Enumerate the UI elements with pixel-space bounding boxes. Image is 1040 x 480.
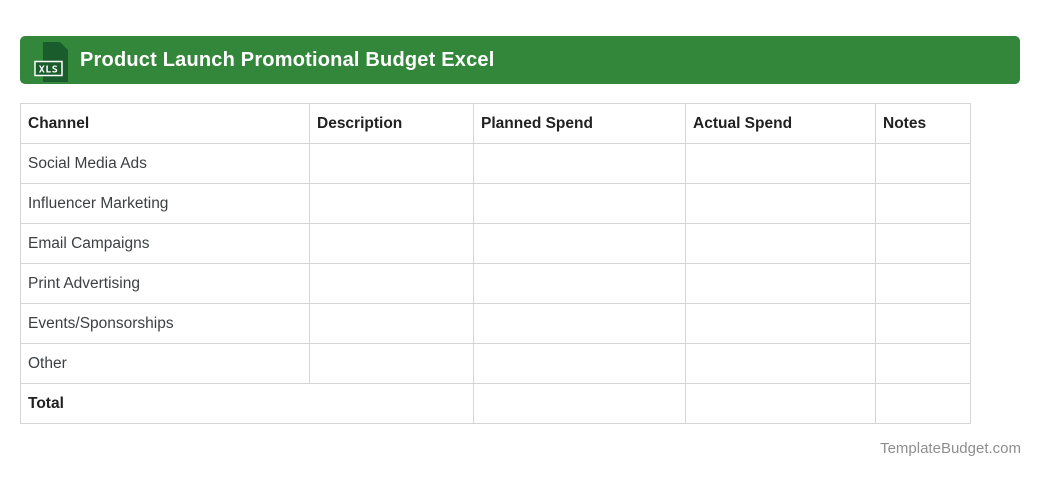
total-row: Total (20, 383, 971, 424)
budget-table: Channel Description Planned Spend Actual… (20, 103, 971, 424)
actual-spend-total-empty (685, 383, 876, 424)
table-row: Influencer Marketing (20, 183, 971, 224)
table-row: Email Campaigns (20, 223, 971, 264)
table-row: Social Media Ads (20, 143, 971, 184)
table-row: Events/Sponsorships (20, 303, 971, 344)
actual-spend-cell-empty (685, 263, 876, 304)
table-header-row: Channel Description Planned Spend Actual… (20, 103, 971, 144)
channel-label: Email Campaigns (20, 223, 310, 264)
total-label: Total (20, 383, 474, 424)
channel-label: Influencer Marketing (20, 183, 310, 224)
notes-cell-empty (875, 343, 971, 384)
page-title: Product Launch Promotional Budget Excel (80, 48, 495, 71)
channel-label: Print Advertising (20, 263, 310, 304)
notes-total-empty (875, 383, 971, 424)
planned-spend-cell-empty (473, 223, 686, 264)
actual-spend-cell-empty (685, 343, 876, 384)
actual-spend-cell-empty (685, 143, 876, 184)
description-cell-empty (309, 183, 474, 224)
actual-spend-cell-empty (685, 183, 876, 224)
description-cell-empty (309, 343, 474, 384)
table-row: Other (20, 343, 971, 384)
planned-spend-cell-empty (473, 303, 686, 344)
site-credit: TemplateBudget.com (880, 440, 1021, 457)
xls-icon-label: XLS (39, 64, 59, 75)
description-cell-empty (309, 303, 474, 344)
actual-spend-cell-empty (685, 303, 876, 344)
column-header-description: Description (309, 103, 474, 144)
header-banner: XLS Product Launch Promotional Budget Ex… (20, 36, 1020, 84)
planned-spend-cell-empty (473, 343, 686, 384)
channel-label: Social Media Ads (20, 143, 310, 184)
notes-cell-empty (875, 183, 971, 224)
column-header-planned-spend: Planned Spend (473, 103, 686, 144)
planned-spend-cell-empty (473, 263, 686, 304)
channel-label: Other (20, 343, 310, 384)
xls-file-icon: XLS (33, 41, 69, 83)
description-cell-empty (309, 223, 474, 264)
column-header-notes: Notes (875, 103, 971, 144)
column-header-actual-spend: Actual Spend (685, 103, 876, 144)
column-header-channel: Channel (20, 103, 310, 144)
description-cell-empty (309, 143, 474, 184)
notes-cell-empty (875, 143, 971, 184)
actual-spend-cell-empty (685, 223, 876, 264)
description-cell-empty (309, 263, 474, 304)
notes-cell-empty (875, 223, 971, 264)
notes-cell-empty (875, 263, 971, 304)
channel-label: Events/Sponsorships (20, 303, 310, 344)
planned-spend-cell-empty (473, 143, 686, 184)
planned-spend-total-empty (473, 383, 686, 424)
table-row: Print Advertising (20, 263, 971, 304)
planned-spend-cell-empty (473, 183, 686, 224)
notes-cell-empty (875, 303, 971, 344)
